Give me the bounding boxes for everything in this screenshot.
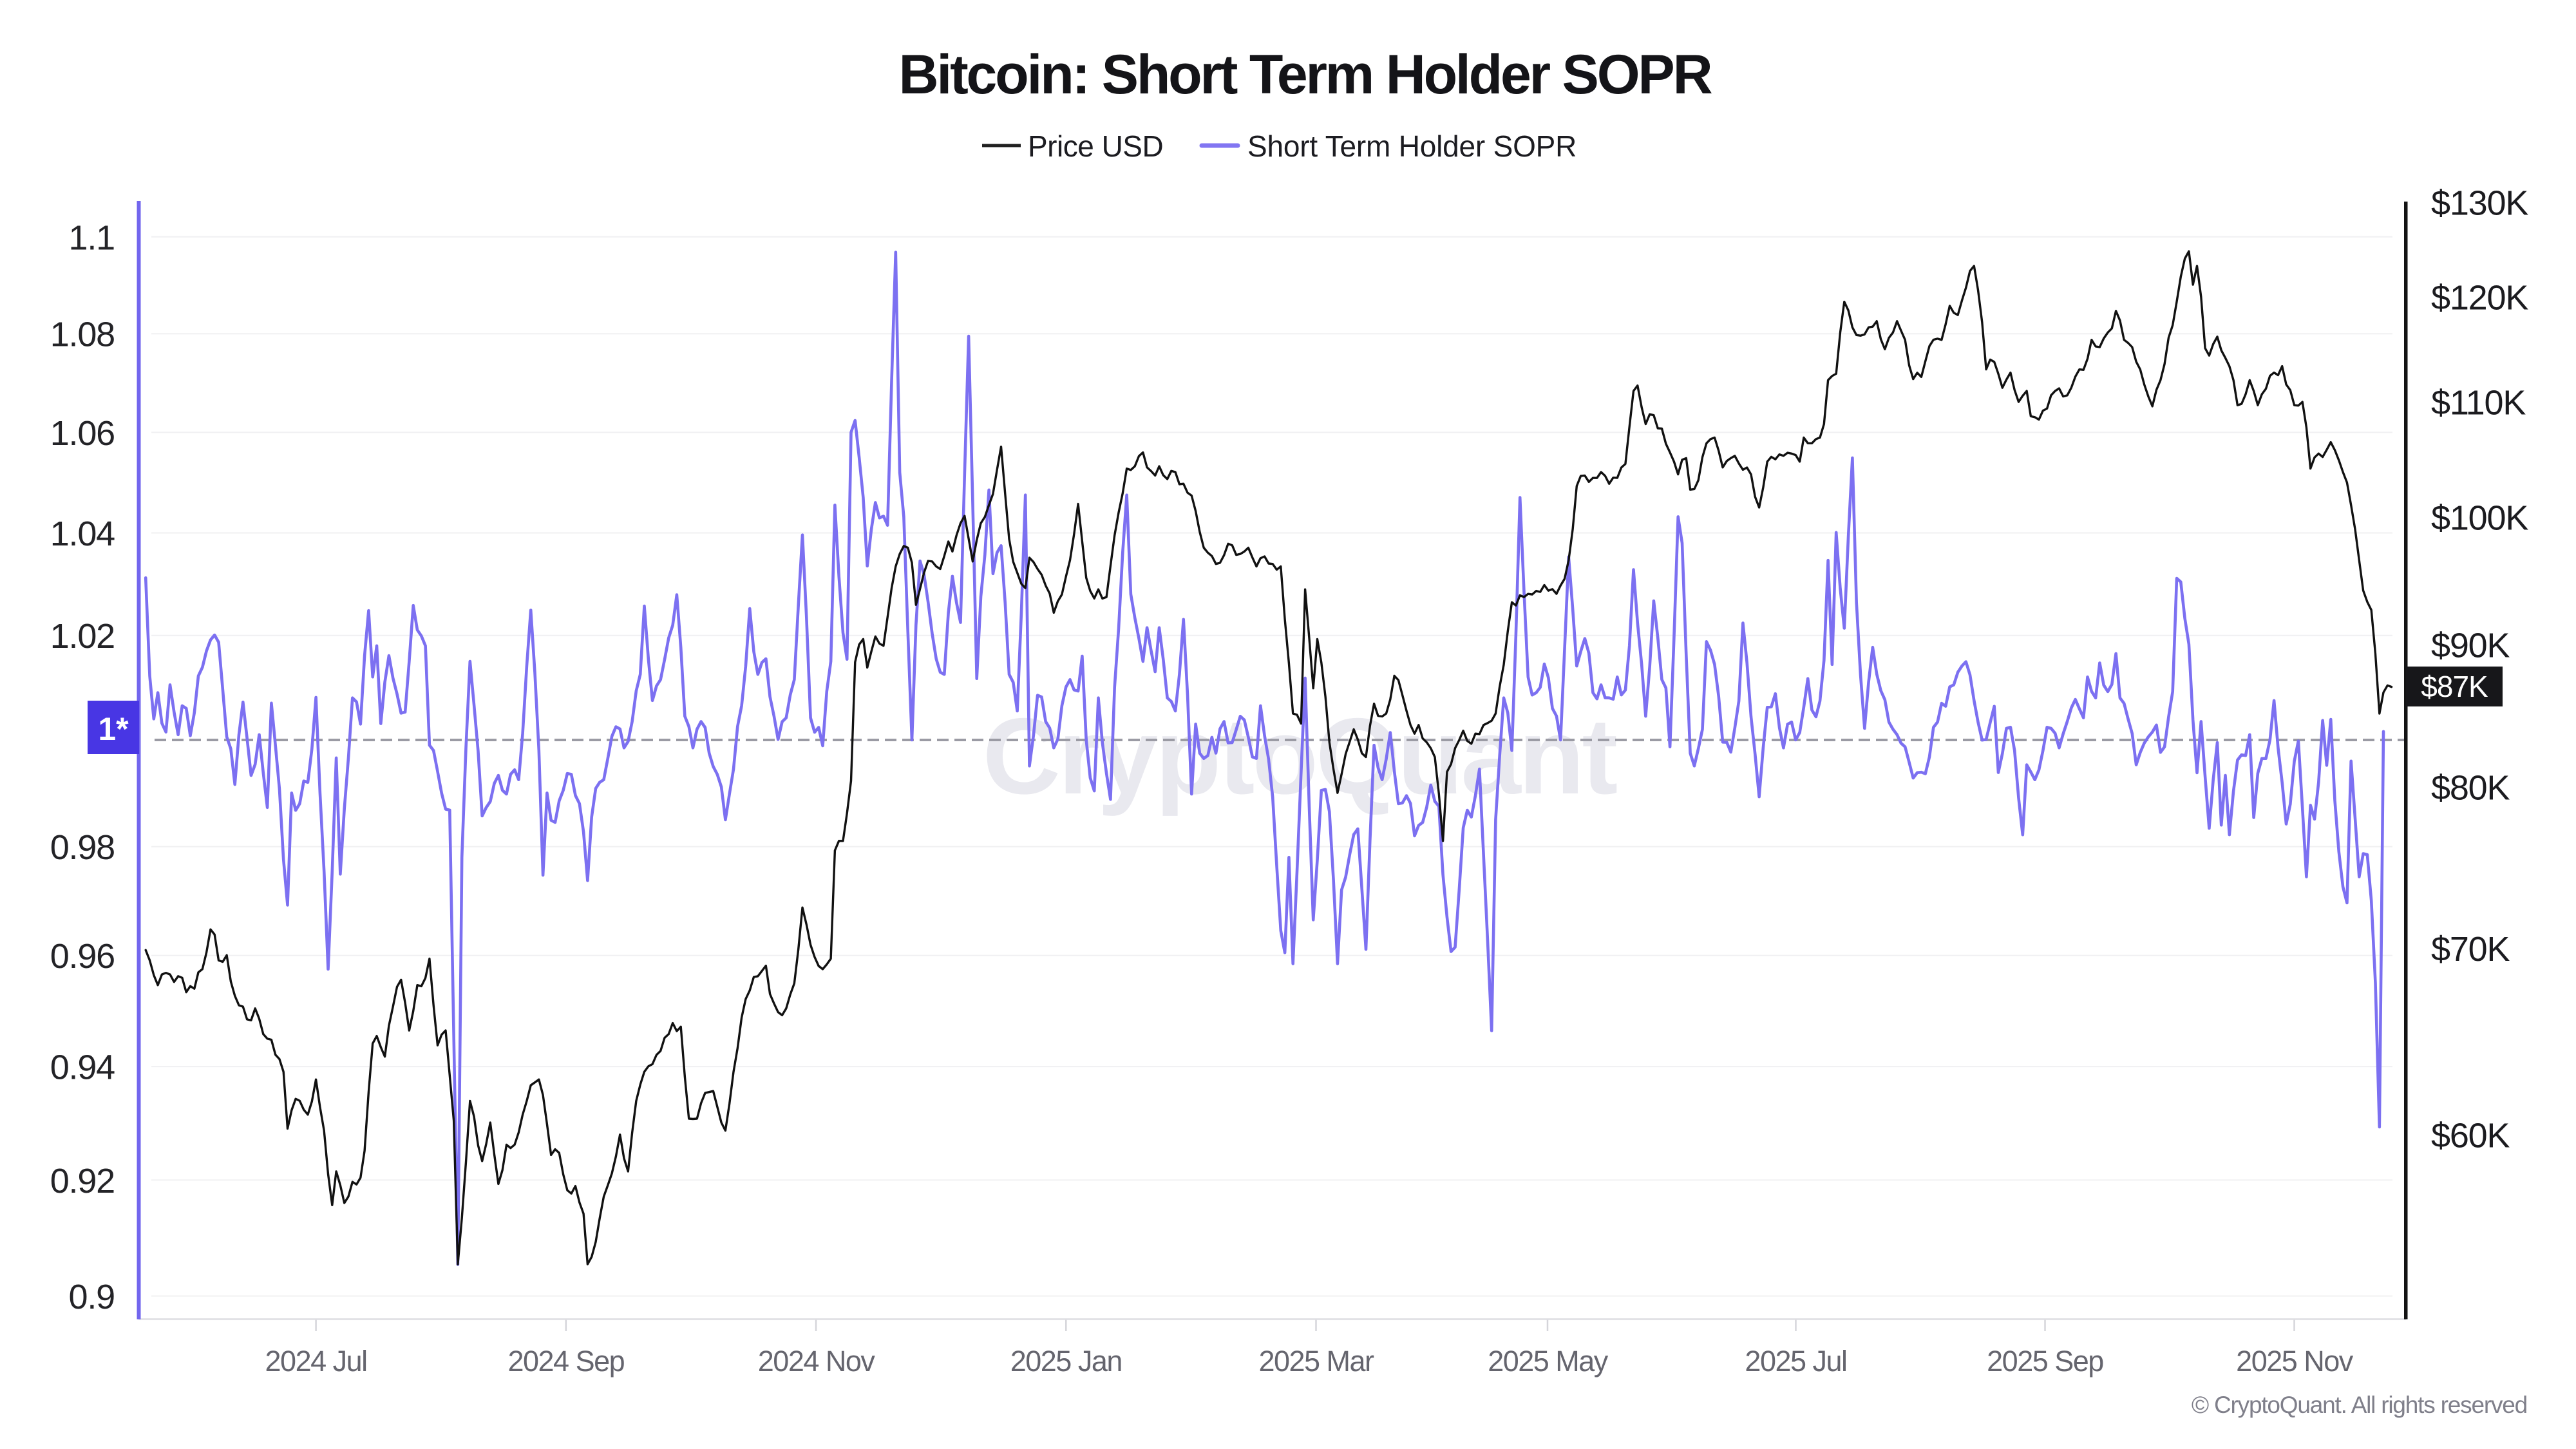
svg-text:2025 Nov: 2025 Nov	[2236, 1345, 2354, 1378]
svg-text:1.02: 1.02	[50, 617, 115, 656]
svg-text:2024 Jul: 2024 Jul	[265, 1345, 367, 1378]
svg-text:Short Term Holder SOPR: Short Term Holder SOPR	[1247, 129, 1577, 163]
svg-text:0.98: 0.98	[50, 828, 115, 867]
svg-text:2025 Jan: 2025 Jan	[1010, 1345, 1122, 1378]
svg-text:0.92: 0.92	[50, 1162, 115, 1200]
svg-text:1.06: 1.06	[50, 414, 115, 453]
svg-text:2024 Sep: 2024 Sep	[507, 1345, 624, 1378]
svg-text:$70K: $70K	[2431, 930, 2510, 969]
svg-text:1.1: 1.1	[69, 218, 115, 257]
svg-text:$80K: $80K	[2431, 769, 2510, 808]
svg-text:2024 Nov: 2024 Nov	[758, 1345, 876, 1378]
svg-text:1.04: 1.04	[50, 515, 115, 553]
svg-text:$87K: $87K	[2421, 670, 2488, 703]
svg-text:Price USD: Price USD	[1028, 129, 1163, 163]
svg-text:1.08: 1.08	[50, 316, 115, 354]
svg-text:$120K: $120K	[2431, 279, 2528, 317]
svg-text:2025 Mar: 2025 Mar	[1258, 1345, 1374, 1378]
svg-text:2025 May: 2025 May	[1488, 1345, 1609, 1378]
svg-text:$90K: $90K	[2431, 627, 2510, 665]
svg-text:0.94: 0.94	[50, 1048, 115, 1087]
svg-text:$110K: $110K	[2431, 384, 2526, 422]
svg-text:$100K: $100K	[2431, 499, 2528, 538]
svg-text:$130K: $130K	[2431, 184, 2528, 223]
svg-text:0.9: 0.9	[69, 1278, 115, 1316]
svg-text:© CryptoQuant. All rights rese: © CryptoQuant. All rights reserved	[2192, 1392, 2527, 1418]
svg-text:1*: 1*	[98, 711, 129, 747]
svg-text:2025 Jul: 2025 Jul	[1745, 1345, 1846, 1378]
svg-text:Bitcoin: Short Term Holder SOP: Bitcoin: Short Term Holder SOPR	[899, 44, 1712, 106]
svg-text:2025 Sep: 2025 Sep	[1987, 1345, 2103, 1378]
svg-text:$60K: $60K	[2431, 1117, 2510, 1155]
svg-text:0.96: 0.96	[50, 937, 115, 976]
